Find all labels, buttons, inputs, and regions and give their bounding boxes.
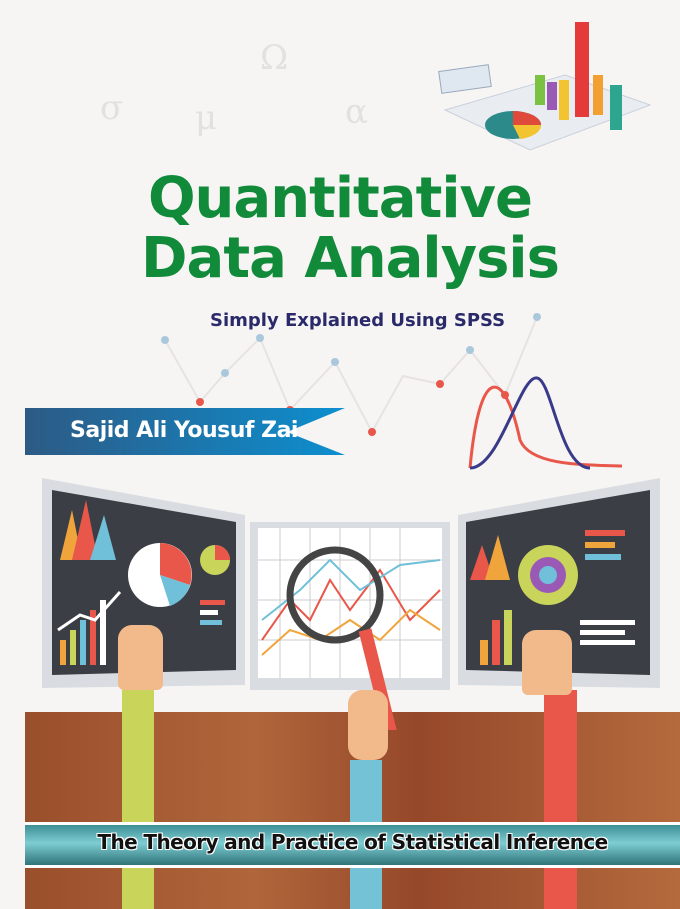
right-monitor bbox=[458, 478, 660, 688]
center-monitor bbox=[250, 522, 450, 730]
subtitle: Simply Explained Using SPSS bbox=[210, 310, 506, 331]
right-arm bbox=[544, 690, 577, 909]
sigma-symbol: σ bbox=[100, 88, 124, 128]
center-hand bbox=[348, 690, 388, 760]
network-line-decoration bbox=[161, 313, 623, 470]
omega-symbol: Ω bbox=[260, 38, 289, 78]
left-arm bbox=[122, 690, 154, 909]
left-hand bbox=[118, 625, 163, 690]
banner-text: The Theory and Practice of Statistical I… bbox=[97, 830, 608, 854]
subtitle-banner: The Theory and Practice of Statistical I… bbox=[25, 822, 680, 868]
title-line-1: Quantitative bbox=[147, 166, 533, 231]
left-monitor bbox=[42, 478, 245, 688]
mu-symbol: μ bbox=[195, 98, 218, 138]
monitors-illustration bbox=[42, 478, 660, 730]
author-ribbon bbox=[25, 408, 345, 455]
chart-illustration bbox=[438, 22, 652, 151]
alpha-symbol: α bbox=[345, 92, 368, 132]
title-line-2: Data Analysis bbox=[141, 226, 560, 291]
right-hand bbox=[522, 630, 572, 695]
author-name: Sajid Ali Yousuf Zai bbox=[70, 418, 298, 443]
